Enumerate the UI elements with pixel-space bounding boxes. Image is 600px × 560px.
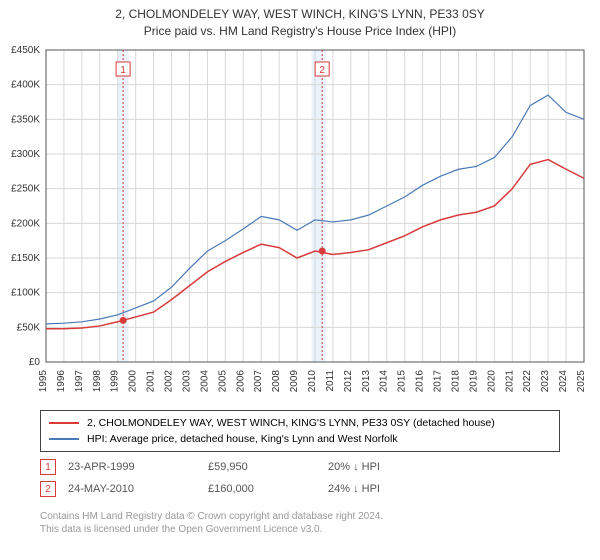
x-tick-label: 2021 (504, 369, 515, 392)
legend-swatch (49, 422, 79, 424)
y-tick-label: £350K (11, 114, 40, 125)
x-tick-label: 2003 (181, 369, 192, 392)
series-marker (319, 247, 326, 254)
annotation-label: 1 (120, 65, 126, 76)
x-tick-label: 2025 (576, 369, 587, 392)
x-tick-label: 2017 (433, 369, 444, 392)
x-tick-label: 2023 (540, 369, 551, 392)
sale-row: 2 24-MAY-2010£160,00024% ↓ HPI (40, 478, 448, 500)
x-tick-label: 2002 (164, 369, 175, 392)
x-tick-label: 2012 (343, 369, 354, 392)
sales-table: 1 23-APR-1999£59,95020% ↓ HPI 2 24-MAY-2010… (40, 456, 448, 500)
x-tick-label: 1995 (38, 369, 49, 392)
chart-container: 2, CHOLMONDELEY WAY, WEST WINCH, KING'S … (0, 0, 600, 560)
x-tick-label: 2010 (307, 369, 318, 392)
x-tick-label: 2018 (450, 369, 461, 392)
y-tick-label: £450K (11, 45, 40, 56)
legend-swatch (49, 438, 79, 440)
x-tick-label: 2005 (217, 369, 228, 392)
legend-label: 2, CHOLMONDELEY WAY, WEST WINCH, KING'S … (87, 417, 495, 429)
sale-hpi-delta: 20% ↓ HPI (328, 461, 448, 473)
y-tick-label: £300K (11, 149, 40, 160)
x-tick-label: 2024 (558, 369, 569, 392)
annotation-label: 2 (319, 65, 325, 76)
y-tick-label: £150K (11, 253, 40, 264)
footer-line1: Contains HM Land Registry data © Crown c… (40, 510, 383, 523)
series-marker (120, 317, 127, 324)
y-tick-label: £200K (11, 218, 40, 229)
footer-attribution: Contains HM Land Registry data © Crown c… (40, 510, 383, 536)
title-address: 2, CHOLMONDELEY WAY, WEST WINCH, KING'S … (0, 6, 600, 23)
price-chart: £0 £50K £100K £150K £200K £250K £300K £350K £400… (0, 44, 600, 409)
shaded-band (311, 50, 325, 362)
x-tick-label: 1999 (110, 369, 121, 392)
x-tick-label: 2016 (415, 369, 426, 392)
x-tick-label: 2011 (325, 369, 336, 391)
legend: 2, CHOLMONDELEY WAY, WEST WINCH, KING'S … (40, 410, 560, 452)
x-tick-label: 2008 (271, 369, 282, 392)
y-tick-label: £0 (29, 357, 41, 368)
sale-marker: 2 (40, 481, 56, 497)
sale-row: 1 23-APR-1999£59,95020% ↓ HPI (40, 456, 448, 478)
sale-hpi-delta: 24% ↓ HPI (328, 483, 448, 495)
x-tick-label: 1997 (74, 369, 85, 392)
sale-price: £160,000 (208, 483, 328, 495)
y-tick-label: £50K (17, 322, 41, 333)
x-tick-label: 2006 (235, 369, 246, 392)
legend-label: HPI: Average price, detached house, King… (87, 433, 398, 445)
y-tick-label: £400K (11, 79, 40, 90)
sale-price: £59,950 (208, 461, 328, 473)
x-tick-label: 2022 (522, 369, 533, 392)
x-tick-label: 2004 (199, 369, 210, 392)
legend-item: HPI: Average price, detached house, King… (49, 431, 551, 447)
x-tick-label: 2001 (146, 369, 157, 392)
footer-line2: This data is licensed under the Open Gov… (40, 523, 383, 536)
x-tick-label: 2014 (379, 369, 390, 392)
x-tick-label: 2020 (486, 369, 497, 392)
sale-marker: 1 (40, 459, 56, 475)
sale-date: 24-MAY-2010 (68, 483, 208, 495)
x-tick-label: 2015 (397, 369, 408, 392)
legend-item: 2, CHOLMONDELEY WAY, WEST WINCH, KING'S … (49, 415, 551, 431)
y-tick-label: £100K (11, 287, 40, 298)
x-tick-label: 2007 (253, 369, 264, 392)
x-tick-label: 2009 (289, 369, 300, 392)
x-tick-label: 1996 (56, 369, 67, 392)
sale-date: 23-APR-1999 (68, 461, 208, 473)
x-tick-label: 2019 (468, 369, 479, 392)
y-tick-label: £250K (11, 183, 40, 194)
x-tick-label: 1998 (92, 369, 103, 392)
title-block: 2, CHOLMONDELEY WAY, WEST WINCH, KING'S … (0, 0, 600, 44)
x-tick-label: 2000 (128, 369, 139, 392)
x-tick-label: 2013 (361, 369, 372, 392)
title-subtitle: Price paid vs. HM Land Registry's House … (0, 23, 600, 40)
